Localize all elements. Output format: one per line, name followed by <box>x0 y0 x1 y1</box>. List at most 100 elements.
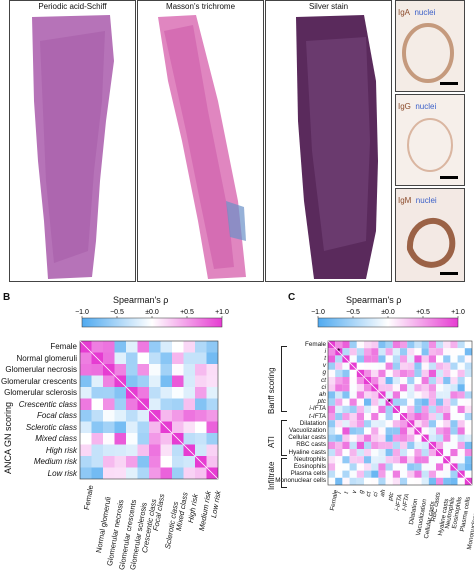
panel-c-cell <box>436 413 444 421</box>
panel-c-cell <box>342 470 350 478</box>
panel-c-cell <box>414 341 422 349</box>
panel-c-cell <box>407 434 415 442</box>
panel-c-cell <box>450 398 458 406</box>
panel-c-cell <box>349 477 357 485</box>
panel-c-cell <box>428 377 436 385</box>
panel-c-cell <box>364 470 372 478</box>
panel-c-cell <box>428 348 436 356</box>
panel-b-cell <box>126 444 138 456</box>
panel-b-cell <box>80 364 92 376</box>
panel-c-cb-tick-label: ±0.0 <box>381 309 395 316</box>
panel-c-cell <box>328 456 336 464</box>
panel-c-cell <box>378 449 386 457</box>
panel-c-cell <box>436 405 444 413</box>
panel-c-cell <box>342 391 350 399</box>
panel-b-cell <box>137 352 149 364</box>
panel-b-cell <box>114 433 126 445</box>
panel-c-cell <box>328 470 336 478</box>
panel-c-cell <box>371 449 379 457</box>
panel-b-cell <box>195 398 207 410</box>
masson-title: Masson's trichrome <box>138 1 263 13</box>
panel-c-row-label: Mononuclear cells <box>275 477 326 485</box>
panel-b-row-label: High risk <box>45 445 77 455</box>
panel-b-cell <box>91 341 103 353</box>
panel-c-col-label: g <box>357 489 366 494</box>
panel-c-row-label: ah <box>318 390 326 398</box>
panel-c-cell <box>407 355 415 363</box>
panel-b-letter: B <box>3 292 11 303</box>
panel-c-cell <box>392 441 400 449</box>
panel-c-cell <box>428 477 436 485</box>
panel-c-cell <box>371 398 379 406</box>
panel-c-cell <box>400 427 408 435</box>
panel-c-cell <box>464 348 472 356</box>
panel-b-diagonal <box>79 340 219 480</box>
panel-c-cell <box>414 463 422 471</box>
panel-c-cell <box>328 391 336 399</box>
panel-c-col-label: v <box>350 489 359 494</box>
panel-c-cell <box>364 441 372 449</box>
panel-b-cell <box>160 467 172 479</box>
panel-b-cell <box>103 467 115 479</box>
panel-c-cell <box>349 377 357 385</box>
panel-c-cell <box>335 427 343 435</box>
panel-c-row-label: Neutrophils <box>294 455 326 463</box>
panel-c-cell <box>392 369 400 377</box>
panel-b-cell <box>137 387 149 399</box>
panel-c-cell <box>407 377 415 385</box>
panel-c-cell <box>400 434 408 442</box>
panel-b-cell <box>183 410 195 422</box>
panel-c-cell <box>450 377 458 385</box>
panel-c-cell <box>371 420 379 428</box>
panel-c-cell <box>378 441 386 449</box>
panel-c-cell <box>464 377 472 385</box>
panel-b-cell <box>80 375 92 387</box>
panel-c-cell <box>349 405 357 413</box>
igm-title: IgM nuclei <box>398 196 437 205</box>
panel-c-cell <box>349 427 357 435</box>
panel-c-cell <box>335 341 343 349</box>
panel-b-cell <box>183 421 195 433</box>
panel-b-cell <box>137 444 149 456</box>
panel-c-cell <box>371 405 379 413</box>
panel-b-cell <box>126 364 138 376</box>
panel-c-cell <box>371 362 379 370</box>
panel-c-cell <box>421 355 429 363</box>
panel-c-cell <box>450 413 458 421</box>
panel-c-colorbar-title: Spearman's ρ <box>346 295 402 305</box>
panel-b-cell <box>172 398 184 410</box>
panel-c-cell <box>464 341 472 349</box>
panel-b-cell <box>149 433 161 445</box>
panel-c-cell <box>450 405 458 413</box>
panel-c-cell <box>421 427 429 435</box>
panel-c-cell <box>392 355 400 363</box>
panel-c-cell <box>421 348 429 356</box>
panel-b-cell <box>103 341 115 353</box>
panel-c-cell <box>436 384 444 392</box>
panel-c-frame <box>327 340 473 486</box>
panel-c-cell <box>450 434 458 442</box>
panel-b-cell <box>206 433 218 445</box>
panel-c-cell <box>450 456 458 464</box>
panel-b-cell <box>160 410 172 422</box>
panel-c-cell <box>385 377 393 385</box>
panel-b-cell <box>137 364 149 376</box>
panel-c-cell <box>349 384 357 392</box>
panel-c-cell <box>385 456 393 464</box>
panel-c-cell <box>364 341 372 349</box>
panel-b-cell <box>195 410 207 422</box>
panel-b-cell <box>183 364 195 376</box>
panel-c-cell <box>457 434 465 442</box>
panel-c-cell <box>421 420 429 428</box>
igm-scalebar <box>440 272 458 275</box>
panel-c-cb-tick-label: +1.0 <box>451 309 465 316</box>
panel-b-cell <box>160 444 172 456</box>
panel-c-cell <box>392 470 400 478</box>
panel-b-colorbar-title: Spearman's ρ <box>113 295 169 305</box>
panel-c-cell <box>356 348 364 356</box>
panel-c-cell <box>385 355 393 363</box>
panel-c-cell <box>349 369 357 377</box>
panel-c-row-label: Hyaline casts <box>288 448 326 456</box>
panel-c-cell <box>428 456 436 464</box>
